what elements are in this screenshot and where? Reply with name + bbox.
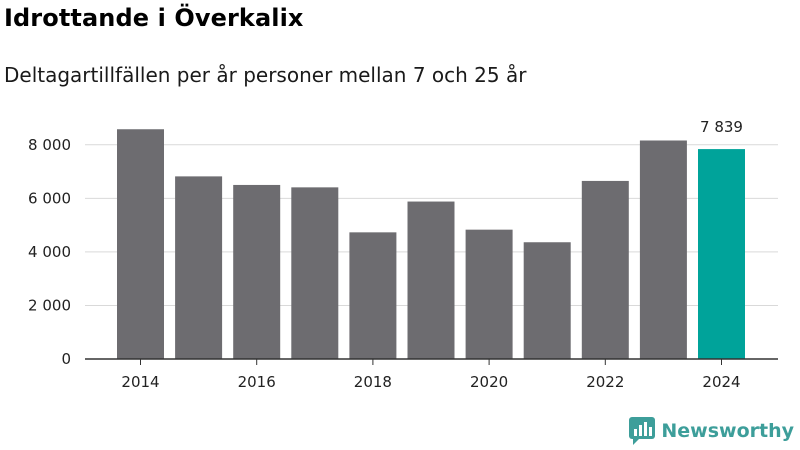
y-tick-label: 0 xyxy=(61,350,71,368)
bar-2014 xyxy=(117,129,164,359)
y-tick-label: 8 000 xyxy=(28,136,71,154)
bars xyxy=(117,129,745,359)
bar-2015 xyxy=(175,176,223,359)
y-tick-label: 2 000 xyxy=(28,296,71,314)
newsworthy-brand: Newsworthy xyxy=(629,417,794,445)
x-tick-label: 2014 xyxy=(121,373,159,391)
x-tick-label: 2024 xyxy=(702,373,740,391)
bar-2024 xyxy=(698,149,745,359)
chart-subtitle: Deltagartillfällen per år personer mella… xyxy=(4,63,527,87)
x-tick-label: 2020 xyxy=(470,373,508,391)
bar-2022 xyxy=(581,180,629,359)
bar-2017 xyxy=(291,187,339,359)
chart-title: Idrottande i Överkalix xyxy=(4,4,304,32)
y-tick-label: 4 000 xyxy=(28,243,71,261)
x-tick-label: 2016 xyxy=(238,373,276,391)
bar-2018 xyxy=(349,232,397,359)
data-label-2024: 7 839 xyxy=(700,118,743,136)
tick-labels: 0 2 000 4 000 6 000 8 000 7 839 2014 2016 2018 20… xyxy=(28,118,743,391)
bar-2016 xyxy=(233,184,281,359)
y-tick-label: 6 000 xyxy=(28,189,71,207)
bar-2019 xyxy=(407,201,455,359)
bar-2021 xyxy=(523,242,571,359)
bar-2023 xyxy=(639,140,687,359)
axes xyxy=(85,358,778,365)
bar-2020 xyxy=(465,229,513,359)
newsworthy-logo-icon xyxy=(629,417,656,445)
x-tick-label: 2022 xyxy=(586,373,624,391)
x-tick-label: 2018 xyxy=(354,373,392,391)
brand-name: Newsworthy xyxy=(661,420,794,442)
